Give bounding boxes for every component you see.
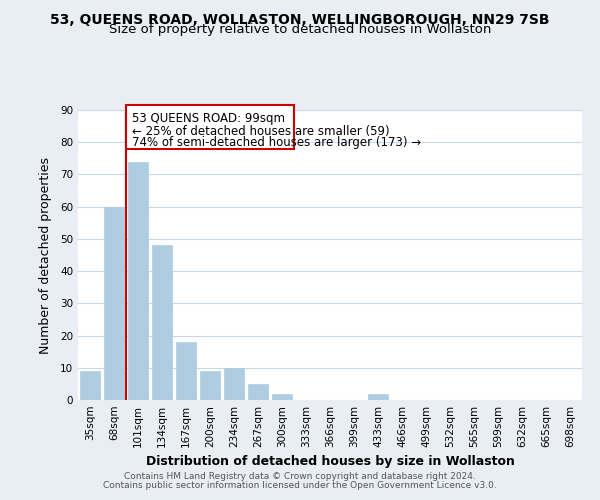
Y-axis label: Number of detached properties: Number of detached properties xyxy=(38,156,52,354)
Bar xyxy=(248,384,268,400)
Bar xyxy=(128,162,148,400)
Bar xyxy=(80,371,100,400)
Text: 53, QUEENS ROAD, WOLLASTON, WELLINGBOROUGH, NN29 7SB: 53, QUEENS ROAD, WOLLASTON, WELLINGBOROU… xyxy=(50,12,550,26)
Text: ← 25% of detached houses are smaller (59): ← 25% of detached houses are smaller (59… xyxy=(133,124,390,138)
X-axis label: Distribution of detached houses by size in Wollaston: Distribution of detached houses by size … xyxy=(146,456,514,468)
Text: Size of property relative to detached houses in Wollaston: Size of property relative to detached ho… xyxy=(109,22,491,36)
Text: 74% of semi-detached houses are larger (173) →: 74% of semi-detached houses are larger (… xyxy=(133,136,422,149)
Bar xyxy=(176,342,196,400)
FancyBboxPatch shape xyxy=(127,105,295,148)
Text: Contains HM Land Registry data © Crown copyright and database right 2024.: Contains HM Land Registry data © Crown c… xyxy=(124,472,476,481)
Bar xyxy=(368,394,388,400)
Bar xyxy=(200,371,220,400)
Text: 53 QUEENS ROAD: 99sqm: 53 QUEENS ROAD: 99sqm xyxy=(133,112,286,126)
Bar xyxy=(224,368,244,400)
Bar xyxy=(272,394,292,400)
Bar xyxy=(152,246,172,400)
Text: Contains public sector information licensed under the Open Government Licence v3: Contains public sector information licen… xyxy=(103,481,497,490)
Bar xyxy=(104,206,124,400)
